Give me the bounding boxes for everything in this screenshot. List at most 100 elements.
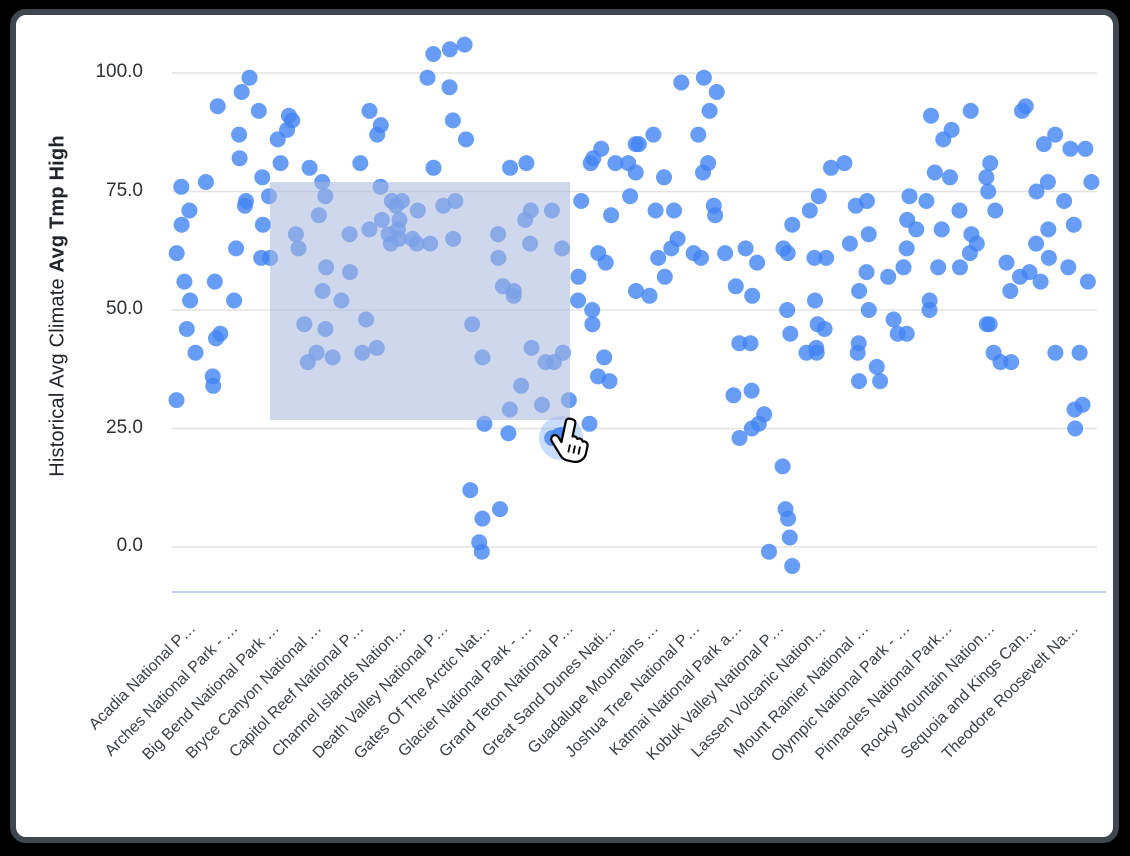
data-point[interactable]	[197, 174, 214, 190]
data-point[interactable]	[607, 155, 624, 172]
data-point[interactable]	[731, 430, 748, 446]
data-point[interactable]	[980, 183, 997, 200]
data-point[interactable]	[182, 292, 199, 309]
data-point[interactable]	[968, 235, 985, 252]
data-point[interactable]	[743, 382, 760, 399]
data-point[interactable]	[168, 245, 185, 262]
data-point[interactable]	[650, 249, 667, 266]
data-point[interactable]	[168, 392, 185, 409]
data-point[interactable]	[231, 126, 248, 143]
data-point[interactable]	[885, 311, 902, 328]
selection-rectangle[interactable]	[270, 182, 570, 420]
data-point[interactable]	[1079, 273, 1096, 290]
data-point[interactable]	[173, 178, 190, 195]
data-point[interactable]	[590, 245, 607, 262]
data-point[interactable]	[943, 121, 960, 138]
data-point[interactable]	[254, 169, 271, 186]
data-point[interactable]	[233, 84, 250, 100]
data-point[interactable]	[725, 387, 742, 404]
data-point[interactable]	[737, 240, 754, 257]
data-point[interactable]	[801, 202, 818, 219]
data-point[interactable]	[889, 325, 906, 342]
data-point[interactable]	[962, 102, 979, 119]
data-point[interactable]	[582, 155, 599, 172]
data-point[interactable]	[1039, 174, 1056, 190]
data-point[interactable]	[1035, 136, 1052, 153]
data-point[interactable]	[798, 344, 815, 361]
data-point[interactable]	[851, 283, 868, 299]
data-point[interactable]	[238, 193, 254, 209]
data-point[interactable]	[1028, 183, 1045, 200]
data-point[interactable]	[176, 273, 193, 290]
data-point[interactable]	[781, 529, 798, 546]
data-point[interactable]	[1014, 102, 1030, 119]
data-point[interactable]	[1083, 174, 1100, 190]
data-point[interactable]	[992, 354, 1009, 371]
data-point[interactable]	[361, 102, 378, 119]
data-point[interactable]	[895, 259, 912, 276]
data-point[interactable]	[462, 482, 479, 499]
data-point[interactable]	[851, 373, 867, 390]
data-point[interactable]	[701, 102, 718, 119]
data-point[interactable]	[228, 240, 245, 257]
data-point[interactable]	[807, 292, 823, 309]
data-point[interactable]	[1032, 273, 1049, 290]
data-point[interactable]	[742, 335, 759, 352]
data-point[interactable]	[590, 368, 606, 385]
data-point[interactable]	[756, 406, 773, 423]
data-point[interactable]	[581, 415, 598, 432]
data-point[interactable]	[743, 420, 760, 437]
data-point[interactable]	[419, 69, 436, 86]
data-point[interactable]	[1021, 264, 1038, 281]
data-point[interactable]	[761, 543, 777, 560]
data-point[interactable]	[784, 216, 801, 233]
data-point[interactable]	[593, 140, 610, 157]
data-point[interactable]	[700, 155, 717, 172]
data-point[interactable]	[458, 131, 474, 148]
data-point[interactable]	[181, 202, 198, 219]
data-point[interactable]	[673, 74, 690, 91]
data-point[interactable]	[923, 107, 939, 124]
data-point[interactable]	[926, 164, 943, 181]
data-point[interactable]	[1067, 420, 1084, 437]
data-point[interactable]	[823, 159, 839, 176]
data-point[interactable]	[933, 221, 950, 238]
data-point[interactable]	[836, 155, 853, 172]
data-point[interactable]	[749, 254, 766, 271]
data-point[interactable]	[998, 254, 1015, 271]
data-point[interactable]	[187, 344, 204, 361]
data-point[interactable]	[518, 155, 535, 172]
data-point[interactable]	[1002, 283, 1019, 299]
data-point[interactable]	[942, 169, 958, 186]
data-point[interactable]	[841, 235, 858, 252]
data-point[interactable]	[1077, 140, 1094, 157]
data-point[interactable]	[502, 159, 519, 176]
data-point[interactable]	[441, 79, 458, 96]
data-point[interactable]	[860, 302, 877, 318]
data-point[interactable]	[782, 325, 799, 342]
data-point[interactable]	[178, 321, 195, 337]
data-point[interactable]	[901, 188, 918, 205]
data-point[interactable]	[272, 155, 289, 172]
data-point[interactable]	[269, 131, 286, 148]
data-point[interactable]	[627, 164, 644, 181]
data-point[interactable]	[474, 510, 491, 527]
data-point[interactable]	[645, 126, 662, 143]
data-point[interactable]	[1047, 344, 1064, 361]
data-point[interactable]	[809, 316, 826, 333]
data-point[interactable]	[212, 325, 229, 342]
data-point[interactable]	[859, 193, 875, 209]
data-point[interactable]	[951, 202, 968, 219]
data-point[interactable]	[622, 188, 639, 205]
data-point[interactable]	[173, 216, 190, 233]
data-point[interactable]	[500, 425, 517, 442]
data-point[interactable]	[471, 534, 488, 551]
data-point[interactable]	[774, 458, 791, 475]
data-point[interactable]	[872, 373, 889, 390]
data-point[interactable]	[628, 283, 644, 299]
data-point[interactable]	[987, 202, 1004, 219]
data-point[interactable]	[708, 84, 725, 100]
data-point[interactable]	[573, 193, 590, 209]
data-point[interactable]	[899, 211, 916, 228]
data-point[interactable]	[858, 264, 875, 281]
